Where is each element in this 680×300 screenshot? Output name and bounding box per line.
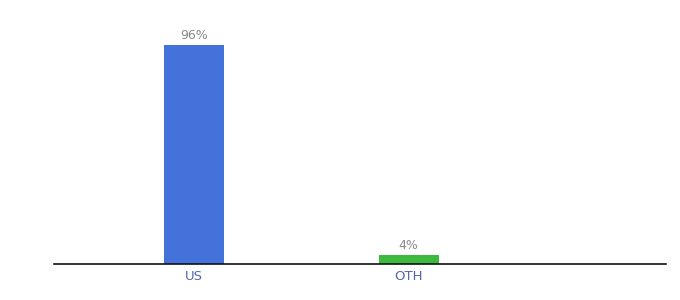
Bar [164,45,224,264]
Bar [379,255,439,264]
Text: 96%: 96% [180,29,208,42]
Text: 4%: 4% [398,239,419,252]
